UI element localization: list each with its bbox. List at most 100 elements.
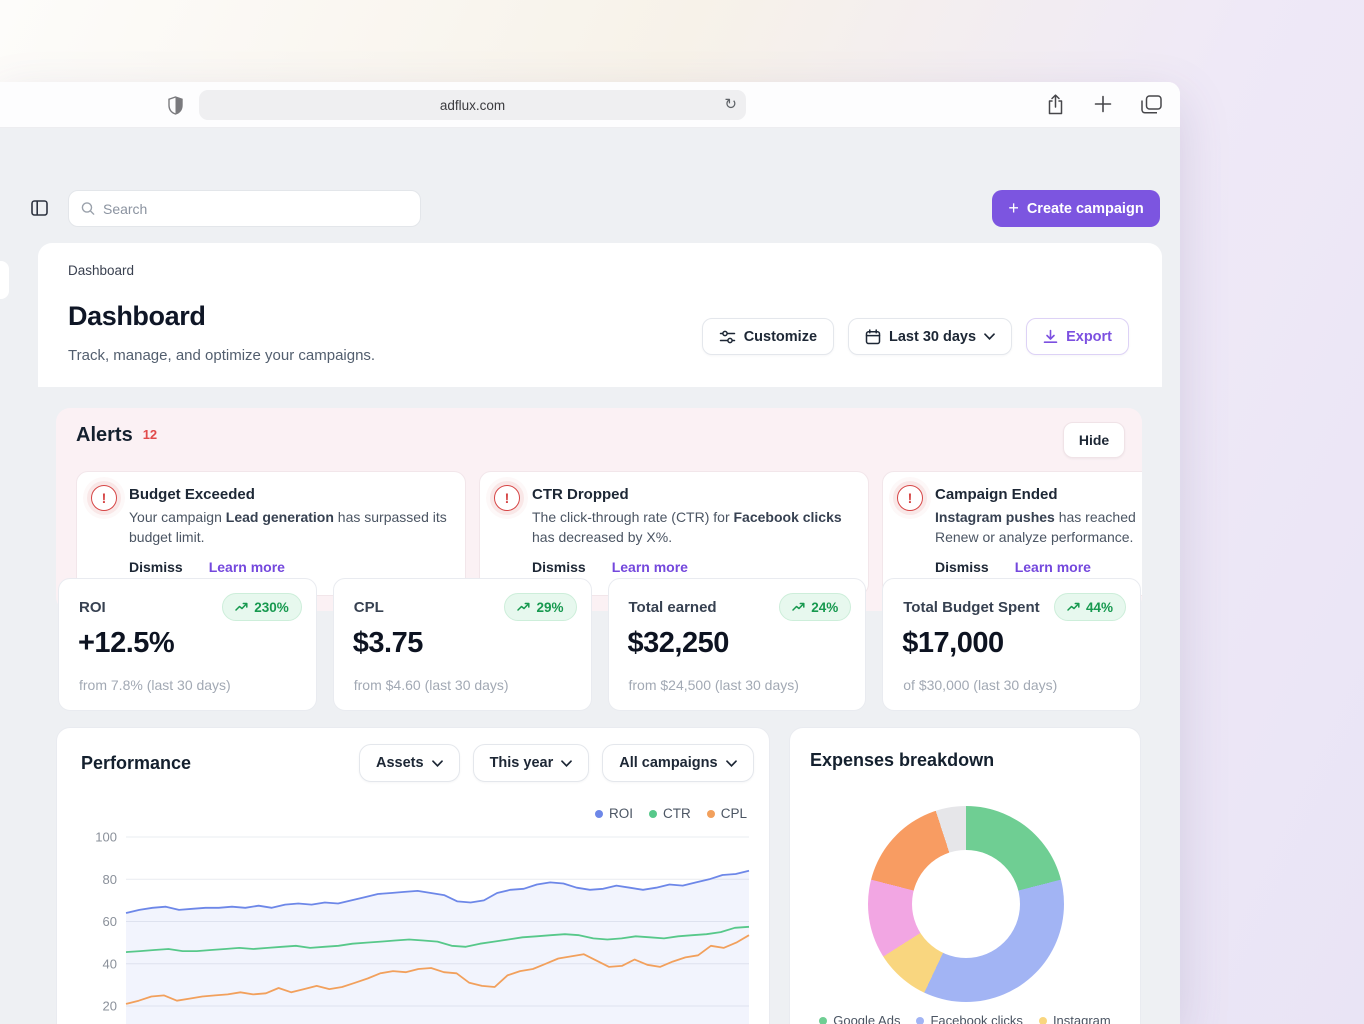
alerts-list: ! Budget Exceeded Your campaign Lead gen… (76, 471, 1142, 596)
share-icon[interactable] (1044, 93, 1066, 115)
legend-dot (819, 1016, 828, 1024)
browser-window: adflux.com ↻ (0, 82, 1180, 1024)
kpi-note: of $30,000 (last 30 days) (903, 677, 1058, 693)
kpi-label: ROI (79, 599, 106, 616)
toolbar-actions (1044, 93, 1162, 115)
expenses-legend-item: Instagram (1038, 1013, 1111, 1024)
shield-icon (168, 96, 183, 115)
sliders-icon (719, 330, 735, 343)
search-box[interactable] (68, 190, 421, 227)
kpi-note: from 7.8% (last 30 days) (79, 677, 231, 693)
page-title: Dashboard (68, 301, 206, 331)
svg-text:20: 20 (103, 999, 117, 1014)
page-header-panel: Dashboard Dashboard Track, manage, and o… (38, 243, 1162, 387)
alert-title: CTR Dropped (532, 486, 629, 503)
download-icon (1043, 329, 1058, 343)
chevron-down-icon (725, 759, 737, 767)
alert-message: The click-through rate (CTR) for Faceboo… (532, 509, 842, 545)
chevron-down-icon (984, 333, 995, 340)
legend-dot (706, 809, 715, 818)
kpi-value: $3.75 (352, 627, 424, 659)
legend-dot (648, 809, 657, 818)
expenses-card: Expenses breakdown Google Ads Facebook cl… (789, 727, 1141, 1024)
app-content: + Create campaign Dashboard Dashboard Tr… (0, 128, 1180, 1024)
svg-text:40: 40 (103, 956, 117, 971)
url-text: adflux.com (439, 97, 506, 113)
performance-line-chart: 100 80 60 40 20 (95, 830, 750, 1024)
tabs-overview-icon[interactable] (1140, 93, 1162, 115)
alert-message: Your campaign Lead generation has surpas… (129, 509, 447, 545)
search-input[interactable] (102, 200, 408, 217)
dismiss-button[interactable]: Dismiss (532, 558, 586, 575)
legend-item-ctr: CTR (648, 806, 691, 821)
warning-icon: ! (897, 485, 923, 511)
new-tab-icon[interactable] (1092, 93, 1114, 115)
kpi-label: Total Budget Spent (903, 599, 1040, 616)
chevron-down-icon (431, 759, 443, 767)
create-campaign-button[interactable]: + Create campaign (992, 190, 1160, 227)
legend-item-roi: ROI (594, 806, 633, 821)
svg-text:100: 100 (95, 830, 117, 845)
legend-dot (916, 1016, 925, 1024)
calendar-icon (865, 328, 881, 344)
date-range-button[interactable]: Last 30 days (848, 318, 1013, 355)
kpi-label: Total earned (628, 599, 717, 616)
svg-text:80: 80 (103, 872, 117, 887)
expenses-legend: Google Ads Facebook clicks Instagram (790, 1013, 1140, 1024)
expenses-legend-item: Google Ads (819, 1013, 900, 1024)
performance-title: Performance (81, 753, 192, 773)
hide-alerts-button[interactable]: Hide (1063, 422, 1125, 458)
warning-icon: ! (91, 485, 117, 511)
alert-title: Campaign Ended (935, 486, 1058, 503)
campaigns-filter-dropdown[interactable]: All campaigns (602, 744, 754, 782)
kpi-trend-badge: 24% (779, 593, 852, 621)
collapsed-sidebar-handle[interactable] (0, 261, 9, 299)
performance-card: Performance Assets This year All campaig… (56, 727, 770, 1024)
kpi-cards-row: ROI 230% +12.5% from 7.8% (last 30 days)… (58, 578, 1141, 711)
url-bar[interactable]: adflux.com ↻ (199, 90, 746, 120)
kpi-card-cpl: CPL 29% $3.75 from $4.60 (last 30 days) (332, 578, 592, 711)
dismiss-button[interactable]: Dismiss (129, 558, 183, 575)
page-subtitle: Track, manage, and optimize your campaig… (68, 347, 376, 364)
alerts-count-badge: 12 (142, 427, 158, 442)
alert-message: Instagram pushes has reached Renew or an… (935, 509, 1136, 545)
legend-item-cpl: CPL (706, 806, 747, 821)
kpi-card-roi: ROI 230% +12.5% from 7.8% (last 30 days) (58, 578, 317, 711)
kpi-note: from $24,500 (last 30 days) (628, 677, 799, 693)
kpi-value: $17,000 (902, 627, 1004, 659)
plus-icon: + (1008, 197, 1019, 218)
chart-legend: ROI CTR CPL (594, 806, 747, 821)
search-icon (81, 202, 95, 215)
kpi-value: $32,250 (627, 627, 730, 659)
kpi-trend-badge: 29% (504, 593, 577, 621)
expenses-title: Expenses breakdown (810, 750, 995, 770)
assets-filter-dropdown[interactable]: Assets (359, 744, 460, 782)
legend-dot (1038, 1016, 1047, 1024)
reload-icon[interactable]: ↻ (724, 96, 737, 113)
period-filter-dropdown[interactable]: This year (472, 744, 590, 782)
dismiss-button[interactable]: Dismiss (935, 558, 989, 575)
performance-filters: Assets This year All campaigns (359, 744, 754, 782)
chevron-down-icon (561, 759, 573, 767)
alerts-title: Alerts (76, 424, 133, 446)
kpi-value: +12.5% (78, 627, 175, 659)
warning-icon: ! (494, 485, 520, 511)
learn-more-link[interactable]: Learn more (611, 558, 688, 575)
trend-up-icon (235, 602, 248, 611)
breadcrumb[interactable]: Dashboard (68, 263, 135, 278)
svg-text:60: 60 (103, 914, 117, 929)
trend-up-icon (1067, 602, 1080, 611)
learn-more-link[interactable]: Learn more (208, 558, 285, 575)
browser-toolbar: adflux.com ↻ (0, 82, 1180, 128)
legend-dot (594, 809, 603, 818)
kpi-trend-badge: 230% (222, 593, 302, 621)
alert-card-campaign-ended: ! Campaign Ended Instagram pushes has re… (882, 471, 1142, 596)
sidebar-toggle-icon[interactable] (31, 200, 48, 216)
learn-more-link[interactable]: Learn more (1014, 558, 1091, 575)
alert-title: Budget Exceeded (129, 486, 255, 503)
expenses-donut-chart (868, 806, 1064, 1002)
export-button[interactable]: Export (1026, 318, 1129, 355)
customize-button[interactable]: Customize (701, 318, 835, 355)
kpi-card-total-budget-spent: Total Budget Spent 44% $17,000 of $30,00… (882, 578, 1141, 711)
alert-card-ctr-dropped: ! CTR Dropped The click-through rate (CT… (479, 471, 869, 596)
